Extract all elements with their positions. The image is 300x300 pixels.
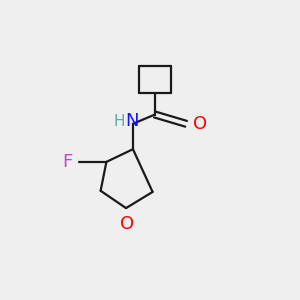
Text: N: N <box>125 112 139 130</box>
Text: H: H <box>114 113 125 128</box>
Text: O: O <box>193 115 207 133</box>
Text: O: O <box>120 214 134 232</box>
Text: F: F <box>63 153 73 171</box>
